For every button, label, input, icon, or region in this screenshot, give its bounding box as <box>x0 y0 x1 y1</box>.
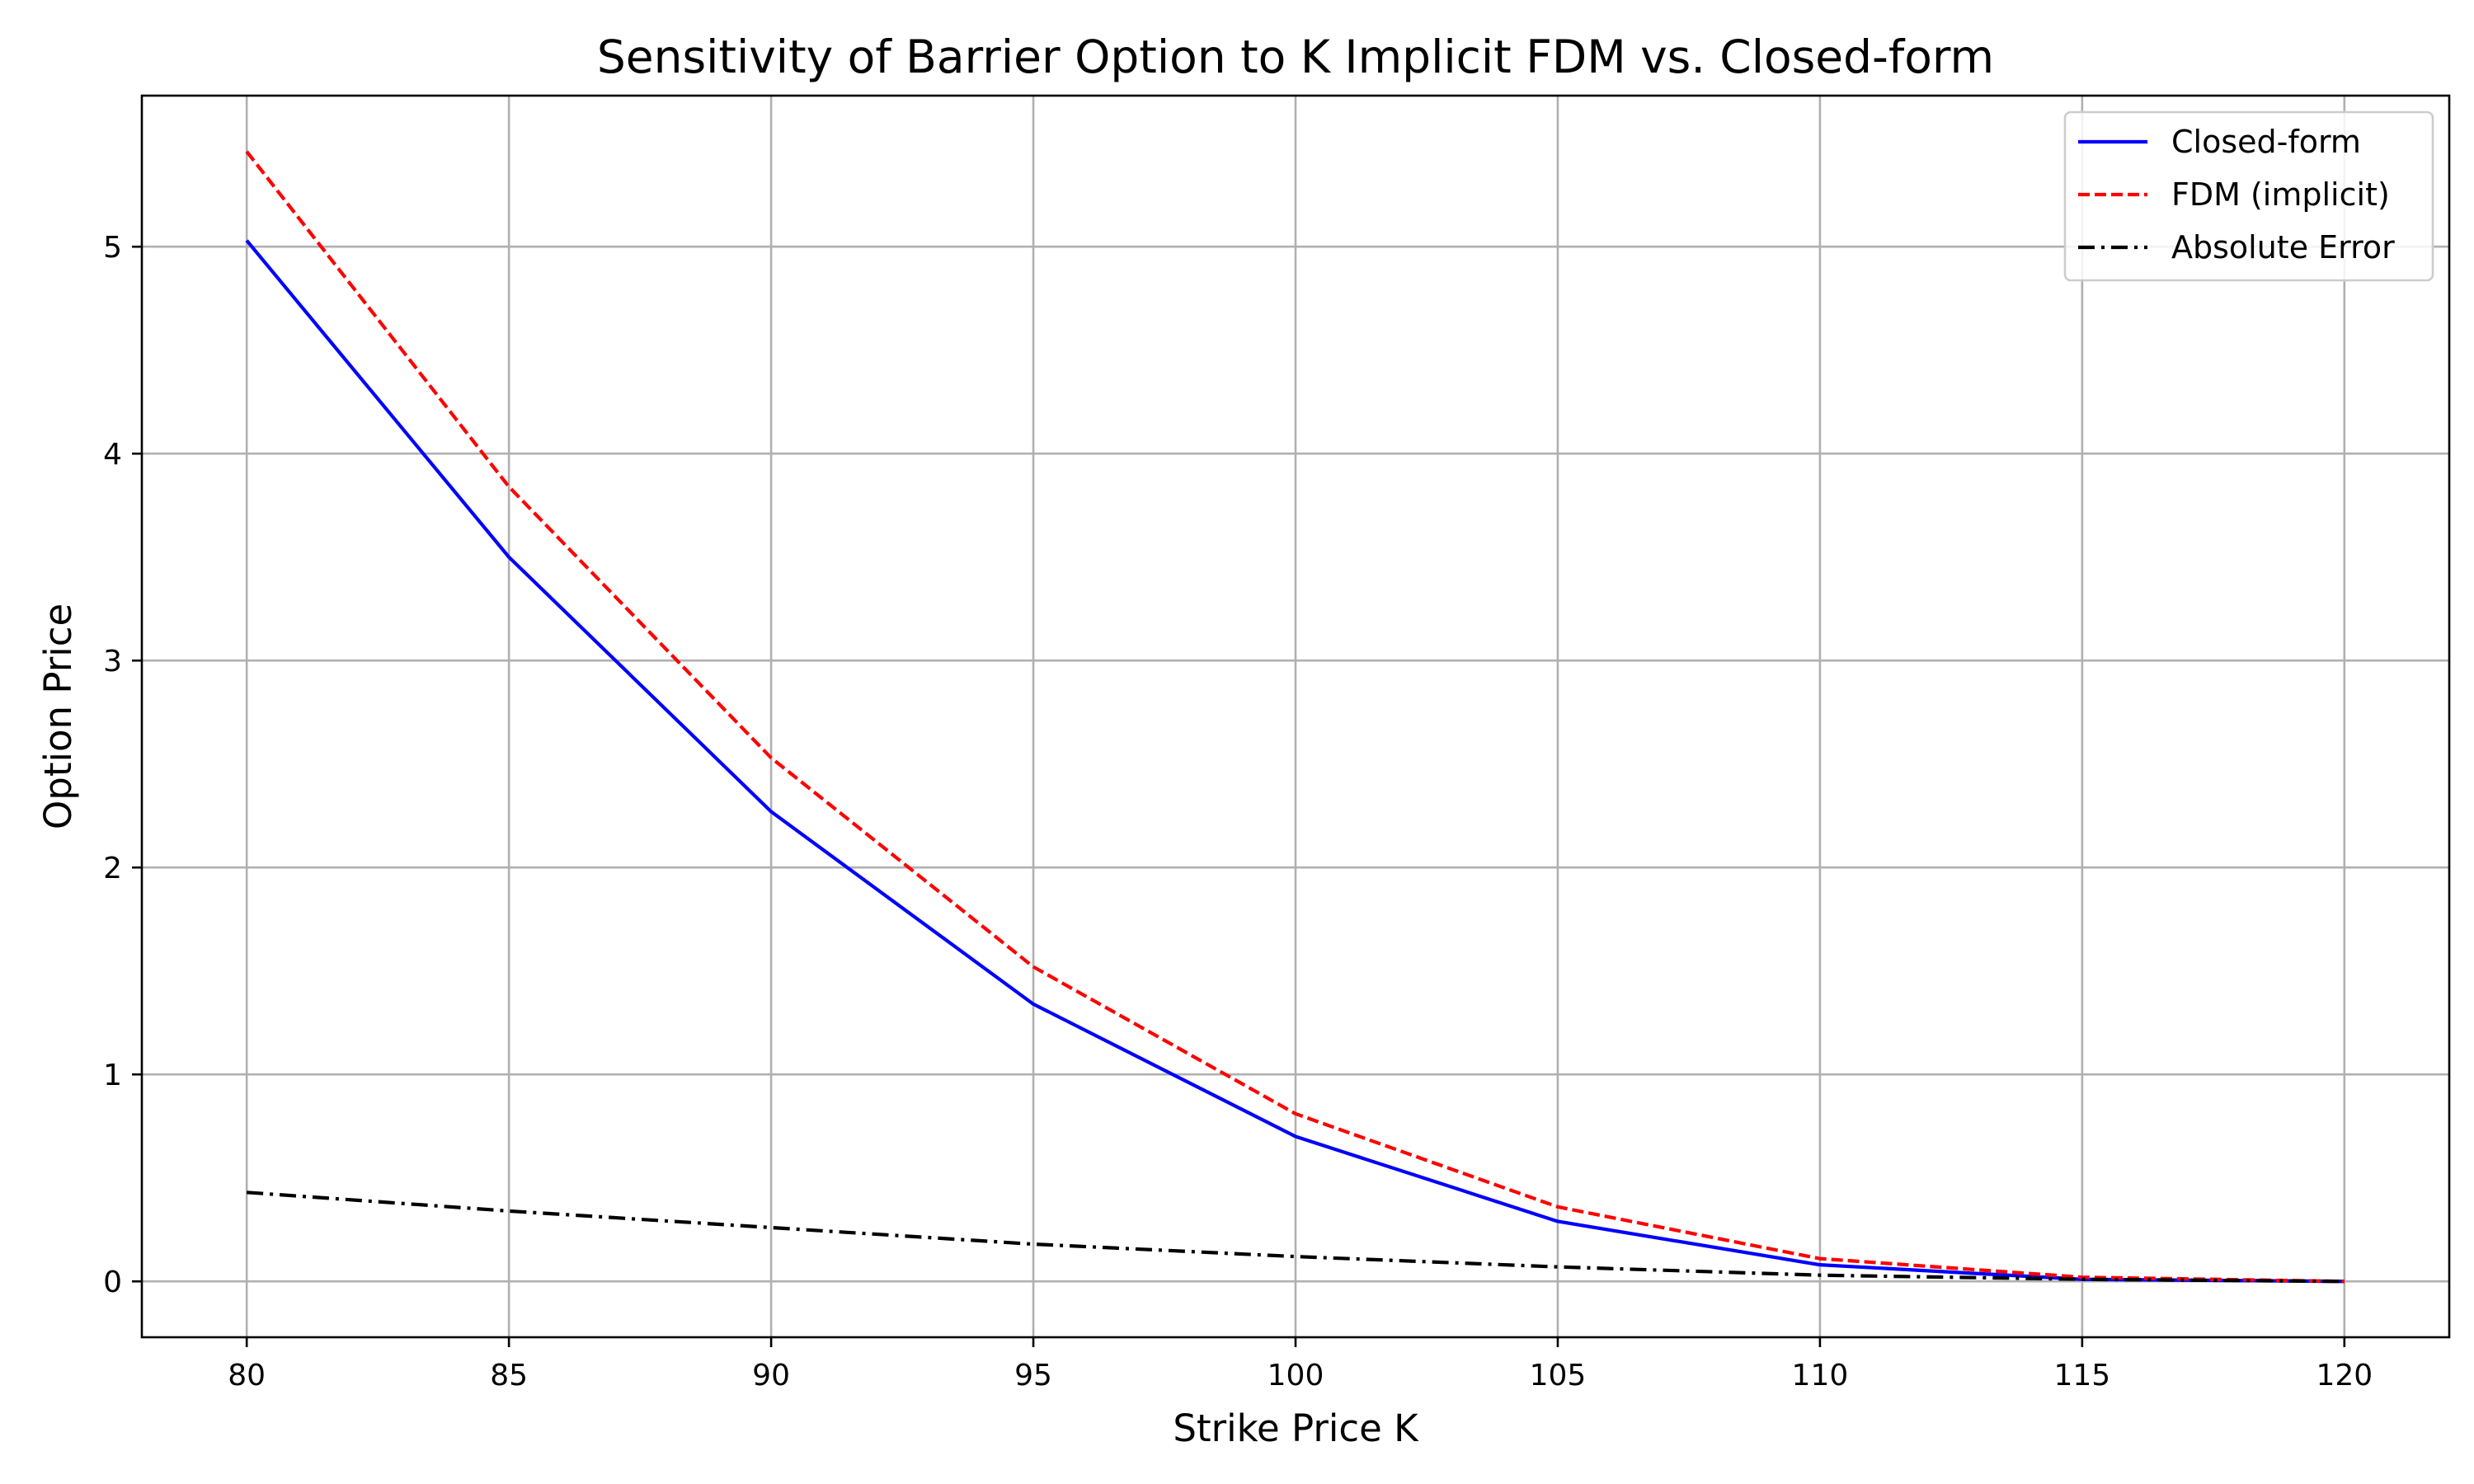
y-tick-label: 2 <box>103 852 122 885</box>
series-layer <box>245 150 2345 1284</box>
y-tick-label: 3 <box>103 645 122 679</box>
legend-label: Absolute Error <box>2171 229 2395 265</box>
x-tick-label: 85 <box>490 1359 528 1392</box>
x-axis-label: Strike Price K <box>1173 1407 1419 1450</box>
legend: Closed-form FDM (implicit) Absolute Error <box>2063 110 2434 282</box>
x-tick-label: 100 <box>1268 1359 1324 1392</box>
chart-title: Sensitivity of Barrier Option to K Impli… <box>597 31 1994 83</box>
grid-layer <box>142 96 2449 1337</box>
x-tick-label: 80 <box>228 1359 266 1392</box>
x-tick-label: 105 <box>1530 1359 1587 1392</box>
y-tick-label: 1 <box>103 1059 122 1092</box>
x-tick-label: 90 <box>752 1359 790 1392</box>
legend-label: FDM (implicit) <box>2171 176 2390 213</box>
y-tick-label: 4 <box>103 438 122 472</box>
legend-box <box>2063 110 2434 282</box>
series-line-2 <box>247 1190 2345 1284</box>
x-tick-label: 95 <box>1014 1359 1052 1392</box>
y-tick-label: 0 <box>103 1266 122 1299</box>
x-tick-label: 120 <box>2316 1359 2373 1392</box>
series-line-0 <box>245 239 2345 1284</box>
legend-label: Closed-form <box>2171 124 2361 160</box>
y-tick-label: 5 <box>103 231 122 265</box>
x-tick-label: 110 <box>1792 1359 1849 1392</box>
ticks-layer: 80 85 90 95 100 105 110 115 120 0 1 2 3 4 5 <box>103 231 2373 1392</box>
y-axis-label: Option Price <box>36 603 80 829</box>
x-tick-label: 115 <box>2054 1359 2111 1392</box>
series-line-1 <box>245 150 2345 1284</box>
